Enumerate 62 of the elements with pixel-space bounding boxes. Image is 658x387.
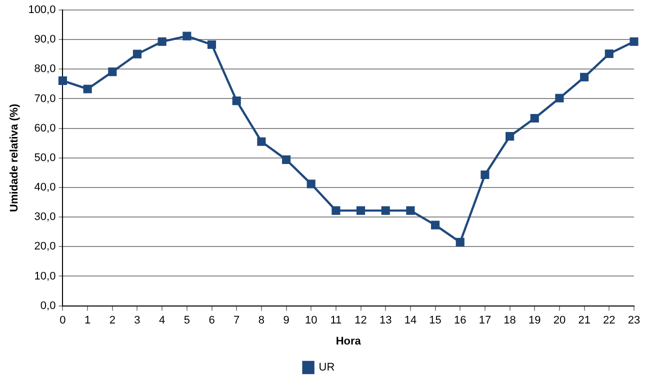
y-tick-label: 50,0 — [34, 152, 56, 164]
point — [132, 50, 142, 58]
x-tick-label: 0 — [60, 314, 66, 326]
y-tick-label: 90,0 — [34, 34, 56, 46]
y-tick-label: 20,0 — [34, 240, 56, 253]
x-tick-label: 13 — [379, 314, 392, 326]
point — [83, 84, 92, 94]
x-tick-label: 10 — [304, 314, 318, 326]
x-tick-label: 8 — [258, 314, 264, 326]
point — [282, 155, 291, 164]
x-tick-label: 2 — [109, 314, 116, 326]
x-tick-label: 12 — [354, 314, 367, 326]
x-tick-label: 18 — [504, 314, 516, 326]
point — [306, 180, 316, 188]
x-tick-label: 6 — [208, 314, 215, 326]
x-tick-label: 3 — [134, 314, 140, 326]
point — [555, 94, 564, 102]
y-tick-label: 10,0 — [34, 270, 56, 282]
y-tick-label: 40,0 — [34, 182, 56, 194]
point — [207, 40, 216, 49]
point — [58, 76, 68, 85]
point — [257, 137, 266, 146]
x-tick-label: 22 — [603, 314, 616, 326]
x-tick-label: 7 — [234, 314, 240, 326]
x-axis-title: Hora — [336, 335, 362, 348]
y-tick-label: 80,0 — [34, 63, 56, 76]
legend-label: UR — [318, 362, 335, 374]
x-tick-label: 5 — [184, 314, 190, 326]
x-tick-label: 14 — [404, 314, 417, 326]
y-tick-label: 30,0 — [34, 211, 56, 224]
y-tick-label: 70,0 — [34, 92, 56, 105]
point — [456, 238, 464, 246]
x-tick-label: 19 — [528, 314, 541, 326]
point — [332, 206, 340, 215]
point — [406, 206, 415, 215]
x-tick-label: 1 — [84, 314, 91, 326]
point — [580, 72, 589, 82]
point — [530, 114, 539, 123]
point — [431, 220, 440, 230]
y-tick-label: 60,0 — [34, 122, 56, 134]
point — [604, 49, 614, 58]
point — [356, 206, 366, 215]
x-tick-label: 11 — [330, 314, 342, 326]
point — [381, 206, 390, 215]
x-tick-label: 21 — [578, 314, 590, 326]
point — [232, 96, 241, 106]
point — [480, 170, 490, 180]
x-tick-label: 17 — [478, 314, 492, 326]
x-tick-label: 20 — [553, 314, 566, 326]
y-tick-label: 0,0 — [40, 300, 56, 312]
x-tick-label: 23 — [628, 314, 640, 326]
x-tick-label: 4 — [159, 314, 166, 326]
point — [506, 132, 514, 141]
y-tick-label: 100,0 — [28, 4, 56, 16]
y-axis-title: Umidade relativa (%) — [8, 103, 21, 212]
x-tick-label: 15 — [429, 314, 442, 326]
point — [630, 37, 638, 46]
x-tick-label: 9 — [283, 314, 290, 326]
point — [158, 37, 166, 46]
point — [182, 32, 192, 40]
x-tick-label: 16 — [454, 314, 466, 326]
point — [108, 68, 117, 76]
